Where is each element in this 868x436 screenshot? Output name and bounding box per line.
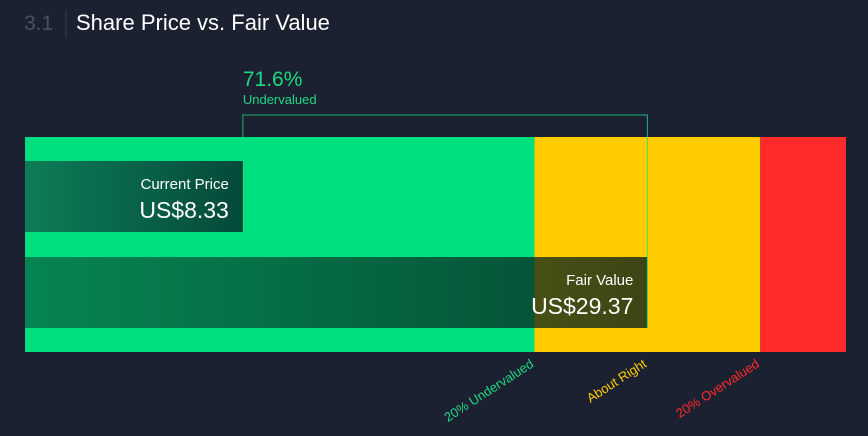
bar (25, 257, 648, 328)
zone (760, 137, 846, 352)
bar (25, 161, 243, 232)
difference-note: Undervalued (243, 92, 317, 107)
bar-label: Current Price (140, 176, 228, 193)
marker-label: 20% Overvalued (673, 356, 762, 421)
value-label: US$8.33 (139, 197, 229, 223)
value-label: US$29.37 (531, 293, 633, 319)
marker-label: 20% Undervalued (441, 356, 536, 425)
difference-bracket (242, 114, 648, 328)
chart-title: Share Price vs. Fair Value (76, 10, 330, 35)
marker-label: About Right (584, 356, 649, 406)
bar-label: Fair Value (566, 272, 633, 289)
section-number: 3.1 (24, 12, 53, 35)
difference-value: 71.6% (243, 68, 303, 91)
